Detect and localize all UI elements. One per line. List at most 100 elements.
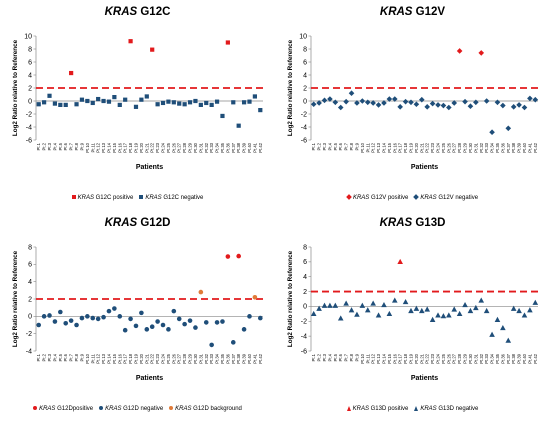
y-tick-label: 2 xyxy=(28,296,32,303)
x-tick-label: Pt.28 xyxy=(182,353,187,363)
x-tick-label: Pt.25 xyxy=(166,142,171,152)
chart-title-gene: KRAS xyxy=(379,6,413,18)
data-point-negative xyxy=(332,99,339,106)
x-tick-label: Pt.16 xyxy=(117,142,122,152)
x-tick-label: Pt.1 xyxy=(36,142,41,150)
data-point-negative xyxy=(41,314,47,319)
x-tick-label: Pt.1 xyxy=(311,142,316,150)
x-tick-label: Pt.4 xyxy=(327,353,332,361)
data-point-negative xyxy=(149,324,155,330)
x-tick-label: Pt.37 xyxy=(231,142,236,152)
x-tick-label: Pt.34 xyxy=(215,142,220,152)
data-point-negative xyxy=(203,320,209,325)
data-point-negative xyxy=(63,320,69,326)
x-tick-label: Pt.8 xyxy=(74,142,79,150)
x-tick-label: Pt.23 xyxy=(155,353,160,363)
x-tick-label: Pt.32 xyxy=(204,353,209,363)
x-tick-label: Pt.27 xyxy=(452,353,457,363)
data-point-negative xyxy=(483,98,490,104)
y-tick-label: -4 xyxy=(26,348,32,355)
x-tick-label: Pt.14 xyxy=(381,142,386,152)
data-point-negative xyxy=(343,98,349,105)
data-point-negative xyxy=(144,94,149,99)
x-tick-label: Pt.36 xyxy=(500,142,505,152)
x-tick-label: Pt.35 xyxy=(220,353,225,363)
data-point-negative xyxy=(171,308,177,314)
data-point-negative xyxy=(386,310,393,317)
data-point-negative xyxy=(500,324,506,331)
data-point-negative xyxy=(230,340,236,345)
data-point-negative xyxy=(397,104,403,110)
data-point-negative xyxy=(359,98,366,104)
x-tick-label: Pt.28 xyxy=(457,142,462,152)
data-point-negative xyxy=(101,314,106,320)
chart-title-variant: G13D xyxy=(412,217,446,229)
x-tick-label: Pt.6 xyxy=(63,353,68,361)
x-tick-label: Pt.6 xyxy=(63,142,68,150)
x-tick-label: Pt.20 xyxy=(414,353,419,363)
data-point-negative xyxy=(58,309,63,315)
x-tick-label: Pt.34 xyxy=(215,353,220,363)
data-point-negative xyxy=(337,104,344,111)
chart-legend: KRAS G12C positive KRAS G12C negative xyxy=(0,195,275,201)
x-tick-label: Pt.10 xyxy=(360,353,365,363)
x-axis-label: Patients xyxy=(411,164,438,171)
x-tick-label: Pt.22 xyxy=(425,353,430,363)
data-point-negative xyxy=(446,104,452,111)
data-point-negative xyxy=(381,301,387,308)
y-tick-label: 6 xyxy=(28,59,32,66)
x-tick-label: Pt.13 xyxy=(376,142,381,152)
x-tick-label: Pt.35 xyxy=(220,142,225,152)
x-tick-label: Pt.8 xyxy=(349,353,354,361)
data-point-negative xyxy=(408,99,414,106)
x-tick-label: Pt.15 xyxy=(387,142,392,152)
data-point-negative xyxy=(204,100,209,106)
x-tick-label: Pt.41 xyxy=(527,353,532,363)
y-tick-label: -2 xyxy=(26,331,32,338)
x-tick-label: Pt.17 xyxy=(398,353,403,363)
data-point-negative xyxy=(316,100,322,106)
x-axis-label: Patients xyxy=(136,164,163,171)
x-tick-label: Pt.33 xyxy=(209,353,214,363)
data-point-negative xyxy=(316,305,322,311)
data-point-negative xyxy=(171,100,176,105)
data-point-negative xyxy=(500,102,506,109)
x-tick-label: Pt.31 xyxy=(473,353,478,363)
data-point-negative xyxy=(112,95,117,100)
data-point-negative xyxy=(231,100,236,105)
data-point-negative xyxy=(252,94,257,99)
data-point-negative xyxy=(424,306,431,312)
x-tick-label: Pt.3 xyxy=(47,353,52,361)
data-point-positive xyxy=(150,47,155,52)
data-point-negative xyxy=(193,98,198,104)
x-tick-label: Pt.29 xyxy=(463,142,468,152)
data-point-negative xyxy=(247,314,252,319)
x-tick-label: Pt.15 xyxy=(387,353,392,363)
legend-text: G13D positive xyxy=(368,406,409,413)
data-point-negative xyxy=(193,325,198,330)
y-tick-label: 8 xyxy=(303,244,307,251)
x-tick-label: Pt.8 xyxy=(74,353,79,361)
data-point-negative xyxy=(47,313,52,318)
x-tick-label: Pt.17 xyxy=(123,142,128,152)
data-point-negative xyxy=(532,299,539,305)
data-point-negative xyxy=(408,307,414,314)
legend-gene: KRAS xyxy=(420,406,437,413)
legend-marker-icon xyxy=(71,195,76,200)
data-point-positive xyxy=(397,258,403,265)
x-tick-label: Pt.6 xyxy=(338,142,343,150)
data-point-negative xyxy=(456,310,463,317)
x-tick-label: Pt.10 xyxy=(360,142,365,152)
y-tick-label: -2 xyxy=(301,319,307,326)
legend-text: G12V negative xyxy=(436,195,479,201)
legend-gene: KRAS xyxy=(77,195,94,201)
data-point-negative xyxy=(332,302,339,308)
y-tick-label: 4 xyxy=(28,72,32,79)
x-tick-label: Pt.31 xyxy=(473,142,478,152)
data-point-negative xyxy=(106,308,112,314)
x-tick-label: Pt.21 xyxy=(144,353,149,363)
data-point-negative xyxy=(510,305,517,311)
legend-text: G12D background xyxy=(191,406,242,412)
chart-title: KRAS G12D xyxy=(0,217,275,229)
